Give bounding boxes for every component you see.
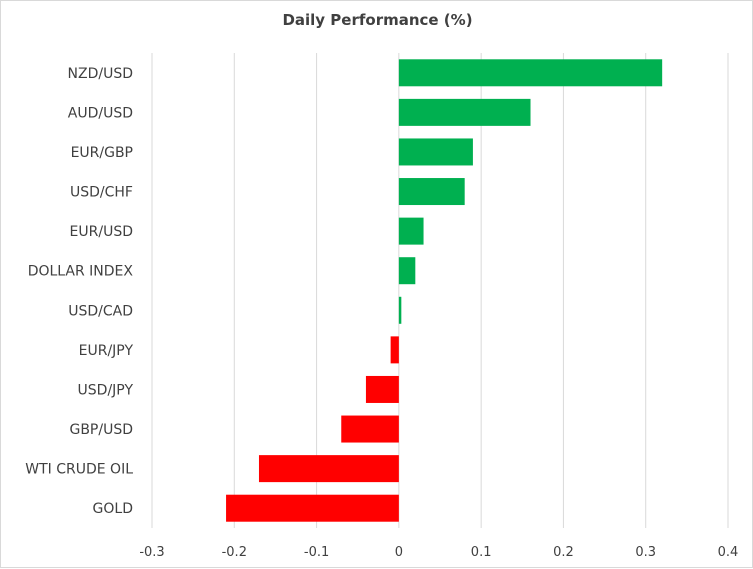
category-label: AUD/USD [68, 105, 133, 121]
bar [390, 336, 399, 364]
bar [398, 59, 663, 87]
category-label: WTI CRUDE OIL [25, 462, 133, 478]
chart-title: Daily Performance (%) [282, 11, 473, 29]
x-tick-label: 0 [395, 545, 403, 560]
category-label: EUR/JPY [79, 343, 134, 359]
x-tick-label: 0.4 [718, 545, 739, 560]
x-tick-label: -0.3 [139, 545, 164, 560]
bar [398, 257, 416, 285]
category-label: USD/CAD [68, 303, 133, 319]
category-label: EUR/USD [70, 224, 133, 240]
bar [398, 296, 402, 324]
x-tick-label: 0.1 [471, 545, 492, 560]
bar [258, 455, 399, 483]
x-tick-label: 0.2 [553, 545, 574, 560]
category-label: GOLD [93, 501, 133, 517]
bar [341, 415, 399, 443]
category-label: USD/CHF [70, 185, 133, 201]
x-tick-label: -0.2 [222, 545, 247, 560]
category-label: USD/JPY [78, 382, 134, 398]
x-tick-label: 0.3 [635, 545, 656, 560]
bar [226, 494, 399, 522]
category-label: NZD/USD [68, 66, 133, 82]
category-label: EUR/GBP [71, 145, 133, 161]
bar [398, 98, 531, 126]
category-label: GBP/USD [69, 422, 133, 438]
bar [398, 138, 473, 166]
bar [365, 375, 399, 403]
category-label: DOLLAR INDEX [28, 264, 134, 280]
bar [398, 178, 465, 206]
bar [398, 217, 424, 245]
x-tick-label: -0.1 [304, 545, 329, 560]
